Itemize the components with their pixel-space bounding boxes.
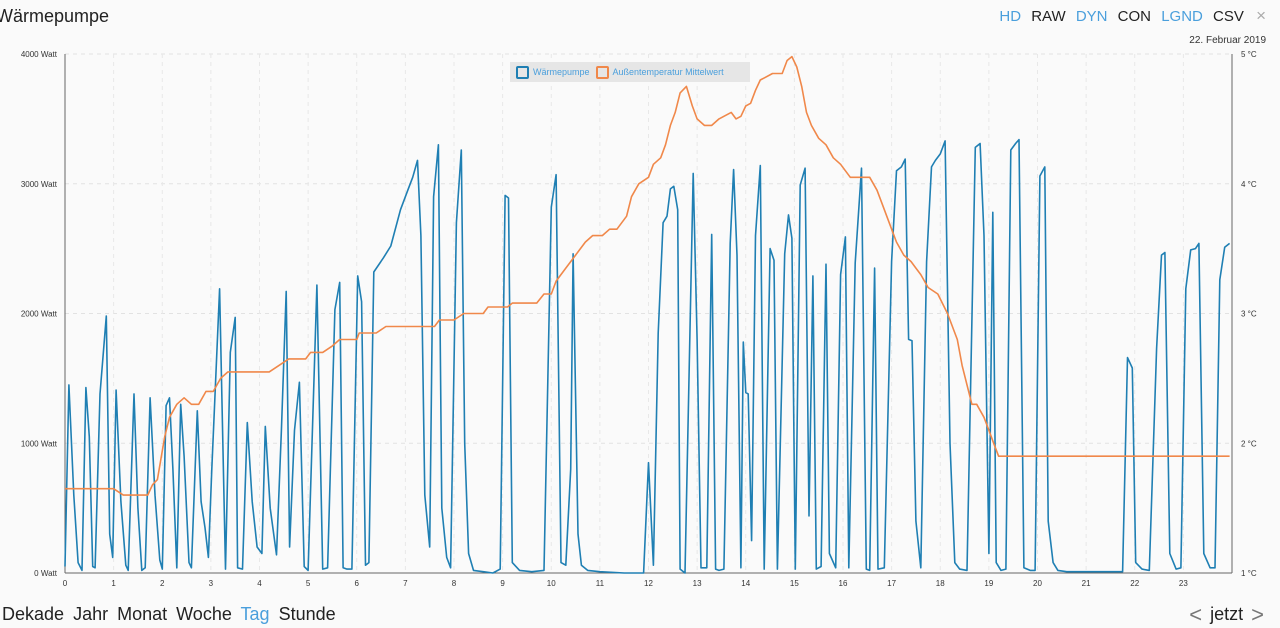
x-tick-label: 7: [403, 579, 408, 588]
option-con[interactable]: CON: [1117, 8, 1152, 25]
x-tick-label: 6: [355, 579, 360, 588]
legend: Wärmepumpe Außentemperatur Mittelwert: [510, 62, 750, 82]
x-tick-label: 17: [887, 579, 896, 588]
y-left-tick-label: 1000 Watt: [21, 439, 58, 448]
x-tick-label: 20: [1033, 579, 1042, 588]
grid: [64, 53, 1232, 574]
legend-swatch-aussentemperatur: [595, 65, 609, 79]
option-raw[interactable]: RAW: [1031, 8, 1066, 25]
x-tick-label: 4: [257, 579, 262, 588]
x-tick-label: 19: [984, 579, 993, 588]
x-tick-label: 3: [209, 579, 214, 588]
y-left-tick-label: 2000 Watt: [21, 310, 58, 319]
chevron-right-icon[interactable]: >: [1251, 601, 1264, 627]
axes: 0 Watt 1000 Watt 2000 Watt 3000 Watt 4000 Wa…: [21, 50, 1257, 588]
option-csv[interactable]: CSV: [1213, 8, 1244, 25]
series-line-aussentemperatur: [65, 55, 1230, 496]
x-tick-label: 5: [306, 579, 311, 588]
y-right-tick-label: 1 °C: [1241, 569, 1257, 578]
top-options: HD RAW DYN CON LGND CSV ×: [993, 6, 1266, 26]
series: [64, 55, 1231, 574]
y-left-tick-label: 0 Watt: [34, 569, 58, 578]
x-tick-label: 9: [500, 579, 505, 588]
x-tick-label: 10: [547, 579, 556, 588]
period-dekade[interactable]: Dekade: [2, 604, 65, 624]
x-tick-label: 18: [936, 579, 945, 588]
close-icon[interactable]: ×: [1256, 6, 1266, 25]
y-right-tick-label: 2 °C: [1241, 439, 1257, 448]
period-tag[interactable]: Tag: [240, 604, 270, 624]
legend-item-aussentemperatur[interactable]: Außentemperatur Mittelwert: [595, 65, 724, 79]
option-lgnd[interactable]: LGND: [1161, 8, 1203, 25]
y-left-tick-label: 4000 Watt: [21, 50, 58, 59]
x-tick-label: 13: [693, 579, 702, 588]
option-dyn[interactable]: DYN: [1075, 8, 1108, 25]
y-right-tick-label: 3 °C: [1241, 310, 1257, 319]
x-tick-label: 14: [741, 579, 750, 588]
period-woche[interactable]: Woche: [176, 604, 232, 624]
x-tick-label: 12: [644, 579, 653, 588]
time-nav: < jetzt >: [1183, 601, 1270, 627]
series-line-waermepumpe: [64, 138, 1231, 574]
x-tick-label: 8: [452, 579, 457, 588]
period-jahr[interactable]: Jahr: [73, 604, 109, 624]
legend-swatch-waermepumpe: [516, 65, 529, 79]
y-right-tick-label: 4 °C: [1241, 180, 1257, 189]
period-stunde[interactable]: Stunde: [278, 604, 336, 624]
x-tick-label: 22: [1130, 579, 1139, 588]
legend-label-waermepumpe: Wärmepumpe: [533, 67, 590, 77]
y-right-tick-label: 5 °C: [1241, 50, 1257, 59]
x-tick-label: 15: [790, 579, 799, 588]
x-tick-label: 16: [839, 579, 848, 588]
x-tick-label: 2: [160, 579, 165, 588]
x-tick-label: 1: [111, 579, 116, 588]
date-label: 22. Februar 2019: [1189, 35, 1266, 46]
chevron-left-icon[interactable]: <: [1189, 601, 1203, 627]
option-hd[interactable]: HD: [999, 8, 1022, 25]
x-tick-label: 0: [63, 579, 68, 588]
period-monat[interactable]: Monat: [117, 604, 168, 624]
y-left-tick-label: 3000 Watt: [21, 180, 58, 189]
x-tick-label: 23: [1179, 579, 1188, 588]
period-nav: Dekade Jahr Monat Woche Tag Stunde: [2, 604, 340, 625]
legend-item-waermepumpe[interactable]: Wärmepumpe: [516, 65, 590, 79]
chart: 0 Watt 1000 Watt 2000 Watt 3000 Watt 4000 Wa…: [21, 50, 1257, 588]
now-button[interactable]: jetzt: [1210, 604, 1244, 624]
legend-label-aussentemperatur: Außentemperatur Mittelwert: [612, 67, 724, 77]
x-tick-label: 21: [1082, 579, 1091, 588]
page-title: Wärmepumpe: [0, 6, 110, 26]
x-tick-label: 11: [596, 579, 605, 588]
